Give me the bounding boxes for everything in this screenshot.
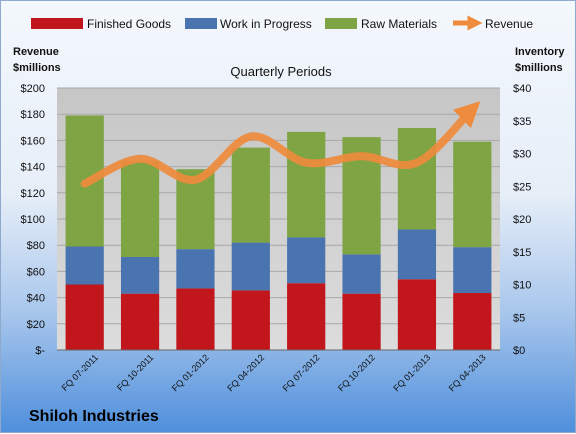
bar-raw-materials [287,131,326,238]
left-tick-label: $200 [21,83,45,95]
bar-finished-goods [231,290,270,350]
left-tick-label: $40 [27,293,45,305]
x-tick-label: FQ 04-2013 [447,352,488,393]
right-tick-label: $35 [513,116,531,128]
bar-work-in-progress [120,256,160,294]
right-tick-label: $15 [513,247,531,259]
left-axis-title-line1: Revenue [13,46,59,58]
right-tick-label: $5 [513,312,525,324]
bar-raw-materials [120,160,160,257]
right-tick-label: $30 [513,149,531,161]
revenue-layer [80,101,481,188]
bar-finished-goods [65,284,104,350]
left-tick-label: $160 [21,135,45,147]
x-tick-label: FQ 10-2012 [336,352,377,393]
bar-work-in-progress [397,229,437,280]
x-tick-label: FQ 01-2012 [170,352,211,393]
left-axis-title-line2: $millions [13,62,61,74]
legend: Finished Goods Work in Progress Raw Mate… [31,15,533,31]
legend-swatch-raw-materials [325,18,357,29]
left-tick-label: $120 [21,188,45,200]
right-tick-label: $0 [513,345,525,357]
bar-raw-materials [453,141,492,248]
company-name: Shiloh Industries [29,408,159,425]
bar-finished-goods [342,293,381,350]
bar-work-in-progress [231,242,270,291]
right-tick-label: $40 [513,83,531,95]
x-tick-label: FQ 01-2013 [391,352,432,393]
left-tick-label: $180 [21,109,45,121]
chart-subtitle: Quarterly Periods [230,64,332,79]
x-tick-label: FQ 04-2012 [225,352,266,393]
bar-raw-materials [397,127,437,230]
bar-finished-goods [176,288,215,350]
bar-finished-goods [453,293,492,350]
right-axis-ticks: $0 $5 $10 $15 $20 $25 $30 $35 $40 [513,83,531,357]
left-tick-label: $20 [27,319,45,331]
bar-finished-goods [287,283,326,350]
left-tick-label: $60 [27,266,45,278]
bar-work-in-progress [65,246,104,285]
right-axis-title-line1: Inventory [515,46,565,58]
x-tick-label: FQ 07-2012 [281,352,322,393]
bar-work-in-progress [342,254,381,294]
right-tick-label: $25 [513,181,531,193]
bar-raw-materials [231,147,270,243]
x-tick-label: FQ 07-2011 [60,352,101,393]
right-tick-label: $10 [513,280,531,292]
revenue-line [80,101,481,188]
bars-layer [65,115,492,350]
left-tick-label: $- [35,345,45,357]
legend-swatch-finished-goods [31,18,83,29]
bar-finished-goods [397,279,437,350]
right-axis-title-line2: $millions [515,62,563,74]
left-axis-ticks: $- $20 $40 $60 $80 $100 $120 $140 $160 $180 $200 [21,83,46,357]
bar-work-in-progress [287,237,326,284]
left-tick-label: $140 [21,162,45,174]
left-tick-label: $100 [21,214,45,226]
bar-work-in-progress [176,249,215,289]
x-axis-labels: FQ 07-2011 FQ 10-2011 FQ 01-2012 FQ 04-2012… [60,352,488,393]
legend-label-work-in-progress: Work in Progress [220,17,312,31]
bar-finished-goods [120,293,160,350]
legend-label-finished-goods: Finished Goods [87,17,171,31]
right-tick-label: $20 [513,214,531,226]
x-tick-label: FQ 10-2011 [115,352,156,393]
left-tick-label: $80 [27,240,45,252]
bar-work-in-progress [453,247,492,294]
legend-label-revenue: Revenue [485,17,533,31]
legend-label-raw-materials: Raw Materials [361,17,437,31]
legend-swatch-work-in-progress [185,18,217,29]
